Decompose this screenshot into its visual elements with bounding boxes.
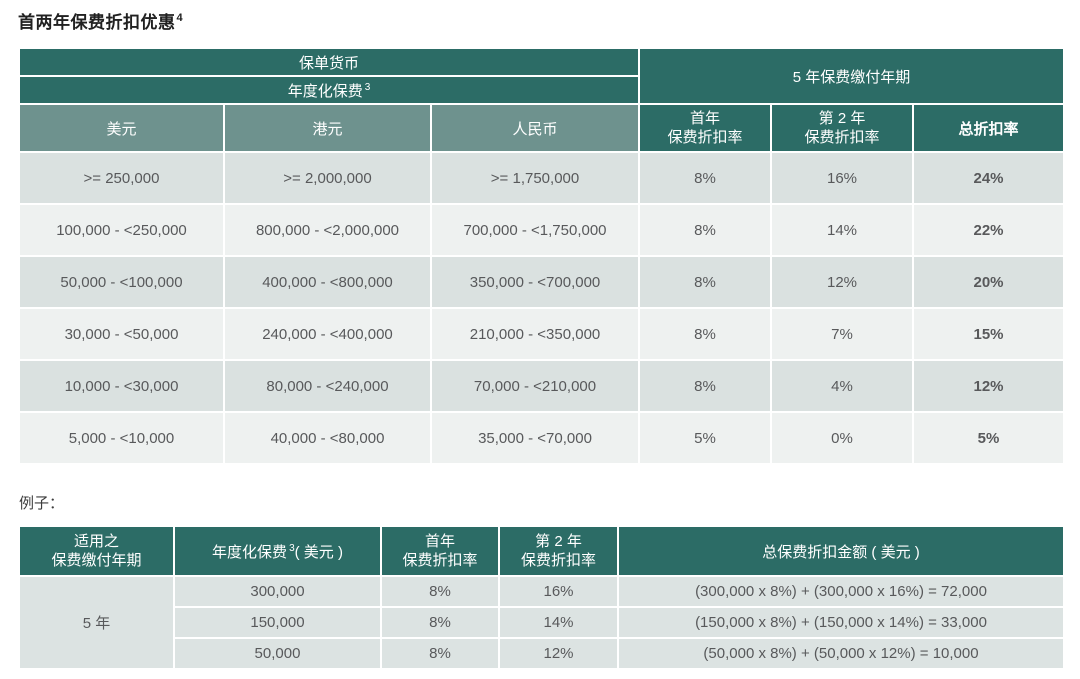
cell-total-rate: 15% (912, 307, 1066, 361)
cell-usd-range: 5,000 - <10,000 (18, 411, 225, 465)
cell-rmb-range: >= 1,750,000 (429, 151, 641, 205)
cell-first-year-rate: 8% (380, 575, 500, 608)
cell-second-year-rate: 16% (770, 151, 915, 205)
table-header-row: 年度化保费 3 (17, 75, 1064, 105)
header-total-discount-amount: 总保费折扣金额 ( 美元 ) (617, 525, 1065, 577)
table-row: 10,000 - <30,000 80,000 - <240,000 70,00… (18, 359, 1066, 413)
cell-first-year-rate: 8% (380, 637, 500, 670)
cell-rmb-range: 350,000 - <700,000 (429, 255, 641, 309)
cell-first-year-rate: 8% (638, 151, 773, 205)
header-rmb: 人民币 (429, 103, 641, 153)
premium-discount-table: 保单货币 5 年保费缴付年期 年度化保费 3 美元 港元 人民币 首年 保费折扣率… (17, 47, 1066, 465)
annualized-premium-footnote-marker: 3 (364, 81, 371, 93)
first-year-line2: 保费折扣率 (402, 552, 478, 569)
header-payment-term: 5 年保费缴付年期 (638, 47, 1066, 105)
table-row: 5,000 - <10,000 40,000 - <80,000 35,000 … (18, 411, 1066, 465)
cell-discount-formula: (50,000 x 8%) + (50,000 x 12%) = 10,000 (617, 637, 1065, 670)
header-applicable-term: 适用之 保费缴付年期 (18, 525, 175, 577)
cell-premium: 150,000 (173, 606, 382, 639)
header-hkd: 港元 (223, 103, 432, 153)
page-title-footnote-marker: 4 (176, 12, 184, 25)
cell-hkd-range: 800,000 - <2,000,000 (223, 203, 432, 257)
cell-first-year-rate: 5% (638, 411, 773, 465)
table-row: 50,000 - <100,000 400,000 - <800,000 350… (18, 255, 1066, 309)
cell-rmb-range: 35,000 - <70,000 (429, 411, 641, 465)
cell-second-year-rate: 14% (498, 606, 619, 639)
header-annualized-premium-usd: 年度化保费 3( 美元 ) (173, 525, 382, 577)
cell-total-rate: 12% (912, 359, 1066, 413)
header-policy-currency: 保单货币 (17, 47, 641, 77)
table-row: >= 250,000 >= 2,000,000 >= 1,750,000 8% … (18, 151, 1066, 205)
cell-second-year-rate: 16% (498, 575, 619, 608)
cell-total-rate: 5% (912, 411, 1066, 465)
header-usd: 美元 (18, 103, 225, 153)
cell-total-rate: 24% (912, 151, 1066, 205)
cell-second-year-rate: 7% (770, 307, 915, 361)
cell-rmb-range: 70,000 - <210,000 (429, 359, 641, 413)
premium-usd-footnote-marker: 3 (289, 542, 295, 554)
cell-hkd-range: 240,000 - <400,000 (223, 307, 432, 361)
example-table: 适用之 保费缴付年期 年度化保费 3( 美元 ) 首年 保费折扣率 第 2 年 保… (18, 525, 1065, 670)
cell-usd-range: 10,000 - <30,000 (18, 359, 225, 413)
cell-usd-range: 30,000 - <50,000 (18, 307, 225, 361)
first-year-line2: 保费折扣率 (667, 129, 743, 146)
header-second-year-discount: 第 2 年 保费折扣率 (498, 525, 619, 577)
second-year-line1: 第 2 年 (818, 110, 866, 127)
cell-total-rate: 20% (912, 255, 1066, 309)
cell-usd-range: 100,000 - <250,000 (18, 203, 225, 257)
cell-second-year-rate: 4% (770, 359, 915, 413)
cell-payment-term: 5 年 (18, 575, 175, 670)
cell-hkd-range: >= 2,000,000 (223, 151, 432, 205)
example-row: 150,000 8% 14% (150,000 x 8%) + (150,000… (19, 606, 1065, 639)
cell-discount-formula: (300,000 x 8%) + (300,000 x 16%) = 72,00… (617, 575, 1065, 608)
header-annualized-premium: 年度化保费 3 (17, 75, 641, 105)
cell-second-year-rate: 0% (770, 411, 915, 465)
applicable-term-line2: 保费缴付年期 (51, 552, 142, 569)
premium-usd-suffix: ( 美元 ) (294, 543, 343, 561)
page-title-text: 首两年保费折扣优惠 (18, 13, 176, 32)
table-row: 30,000 - <50,000 240,000 - <400,000 210,… (18, 307, 1066, 361)
cell-usd-range: >= 250,000 (18, 151, 225, 205)
cell-hkd-range: 400,000 - <800,000 (223, 255, 432, 309)
second-year-line2: 保费折扣率 (804, 129, 880, 146)
table-row: 100,000 - <250,000 800,000 - <2,000,000 … (18, 203, 1066, 257)
header-first-year-discount: 首年 保费折扣率 (638, 103, 773, 153)
first-year-line1: 首年 (690, 110, 721, 127)
header-first-year-discount: 首年 保费折扣率 (380, 525, 500, 577)
cell-total-rate: 22% (912, 203, 1066, 257)
example-row: 50,000 8% 12% (50,000 x 8%) + (50,000 x … (19, 637, 1065, 670)
cell-discount-formula: (150,000 x 8%) + (150,000 x 14%) = 33,00… (617, 606, 1065, 639)
cell-second-year-rate: 12% (770, 255, 915, 309)
second-year-line2: 保费折扣率 (520, 552, 596, 569)
cell-premium: 50,000 (173, 637, 382, 670)
cell-first-year-rate: 8% (380, 606, 500, 639)
cell-hkd-range: 80,000 - <240,000 (223, 359, 432, 413)
cell-second-year-rate: 14% (770, 203, 915, 257)
header-second-year-discount: 第 2 年 保费折扣率 (770, 103, 915, 153)
table-header-row: 保单货币 5 年保费缴付年期 (17, 47, 1066, 105)
cell-first-year-rate: 8% (638, 359, 773, 413)
cell-hkd-range: 40,000 - <80,000 (223, 411, 432, 465)
cell-usd-range: 50,000 - <100,000 (18, 255, 225, 309)
cell-rmb-range: 700,000 - <1,750,000 (429, 203, 641, 257)
example-label: 例子： (19, 495, 65, 512)
annualized-premium-label: 年度化保费 (287, 82, 363, 100)
header-total-discount: 总折扣率 (912, 103, 1066, 153)
table-subheader-row: 美元 港元 人民币 首年 保费折扣率 第 2 年 保费折扣率 总折扣率 (18, 103, 1066, 153)
cell-rmb-range: 210,000 - <350,000 (429, 307, 641, 361)
cell-first-year-rate: 8% (638, 307, 773, 361)
first-year-line1: 首年 (424, 533, 455, 550)
cell-first-year-rate: 8% (638, 203, 773, 257)
premium-usd-label: 年度化保费 (212, 543, 288, 561)
page-title: 首两年保费折扣优惠4 (18, 8, 183, 33)
cell-second-year-rate: 12% (498, 637, 619, 670)
example-row: 5 年 300,000 8% 16% (300,000 x 8%) + (300… (18, 575, 1065, 670)
second-year-line1: 第 2 年 (535, 533, 582, 550)
example-header-row: 适用之 保费缴付年期 年度化保费 3( 美元 ) 首年 保费折扣率 第 2 年 保… (18, 525, 1065, 577)
cell-premium: 300,000 (173, 575, 382, 608)
cell-first-year-rate: 8% (638, 255, 773, 309)
applicable-term-line1: 适用之 (73, 533, 119, 550)
